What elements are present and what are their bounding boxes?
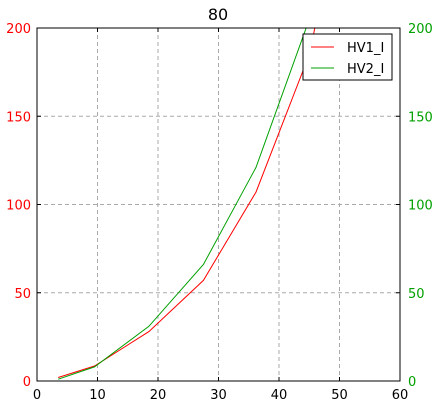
x-tick-label: 50 — [331, 388, 348, 403]
y-tick-label-left: 200 — [6, 22, 31, 37]
y-tick-label-left: 50 — [14, 287, 31, 302]
grid — [37, 28, 400, 381]
x-tick-label: 0 — [33, 388, 41, 403]
y-tick-label-left: 150 — [6, 110, 31, 125]
y-tick-label-left: 0 — [23, 375, 31, 390]
x-tick-label: 40 — [271, 388, 288, 403]
y-tick-label-right: 0 — [408, 375, 416, 390]
x-tick-label: 60 — [392, 388, 409, 403]
y-tick-label-right: 100 — [408, 199, 433, 214]
legend-box — [302, 33, 393, 81]
x-tick-label: 20 — [150, 388, 167, 403]
y-tick-label-right: 200 — [408, 22, 433, 37]
legend: HV1_I HV2_I — [302, 33, 393, 81]
x-tick-label: 30 — [210, 388, 227, 403]
x-tick-label: 10 — [89, 388, 106, 403]
chart-title: 80 — [208, 5, 228, 24]
series-line-hv2-i — [58, 28, 307, 380]
y-tick-label-right: 150 — [408, 110, 433, 125]
y-tick-label-right: 50 — [408, 287, 425, 302]
y-tick-label-left: 100 — [6, 199, 31, 214]
legend-label-hv2: HV2_I — [347, 62, 384, 77]
legend-label-hv1: HV1_I — [347, 41, 384, 56]
